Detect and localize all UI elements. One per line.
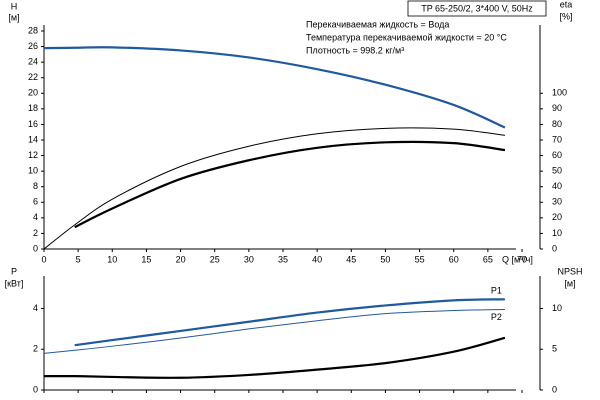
annotation: Перекачиваемая жидкость = Вода xyxy=(306,19,449,29)
y-tick-label: 4 xyxy=(33,212,38,222)
y-tick-label: 14 xyxy=(28,134,38,144)
y-tick-label: 6 xyxy=(33,197,38,207)
x-tick-label: 40 xyxy=(312,254,322,264)
x-tick-label: 10 xyxy=(107,254,117,264)
y2-label: eta xyxy=(560,0,573,9)
curve xyxy=(43,46,506,129)
title: TP 65-250/2, 3*400 V, 50Hz xyxy=(421,3,533,13)
y-tick-label: 0 xyxy=(33,243,38,253)
y2-tick-label: 20 xyxy=(552,212,562,222)
annotation: Плотность = 998.2 кг/м³ xyxy=(306,45,404,55)
x-tick-label: 35 xyxy=(278,254,288,264)
y2-tick-label: 70 xyxy=(552,134,562,144)
y-tick-label: 4 xyxy=(33,303,38,313)
y2-label: NPSH xyxy=(557,266,582,276)
curve xyxy=(74,140,506,229)
y2-tick-label: 60 xyxy=(552,150,562,160)
x-tick-label: 45 xyxy=(346,254,356,264)
curve xyxy=(43,127,505,250)
y2-tick-label: 100 xyxy=(552,88,567,98)
y-tick-label: 28 xyxy=(28,25,38,35)
x-tick-label: 20 xyxy=(176,254,186,264)
y2-unit: [%] xyxy=(559,11,572,21)
x-tick-label: 30 xyxy=(244,254,254,264)
x-tick-label: 0 xyxy=(41,254,46,264)
y-label: H xyxy=(11,1,18,11)
y-tick-label: 2 xyxy=(33,228,38,238)
y2-tick-label: 50 xyxy=(552,166,562,176)
x-tick-label: 55 xyxy=(415,254,425,264)
series-label: P1 xyxy=(491,286,502,296)
y-tick-label: 26 xyxy=(28,41,38,51)
x-tick-label: 65 xyxy=(483,254,493,264)
y2-tick-label: 10 xyxy=(552,228,562,238)
annotation: Температура перекачиваемой жидкости = 20… xyxy=(306,32,507,42)
y2-tick-label: 10 xyxy=(552,303,562,313)
x-tick-label: 60 xyxy=(449,254,459,264)
y2-tick-label: 0 xyxy=(552,243,557,253)
y-tick-label: 24 xyxy=(28,57,38,67)
curve xyxy=(43,309,505,354)
y2-unit: [м] xyxy=(564,278,575,288)
y-tick-label: 8 xyxy=(33,181,38,191)
y-tick-label: 0 xyxy=(33,384,38,394)
y2-tick-label: 0 xyxy=(552,384,557,394)
y-tick-label: 20 xyxy=(28,88,38,98)
x-tick-label: 70 xyxy=(517,254,527,264)
x-tick-label: 5 xyxy=(76,254,81,264)
x-tick-label: 15 xyxy=(141,254,151,264)
y-unit: [кВт] xyxy=(5,278,24,288)
y-label: P xyxy=(11,266,17,276)
curve xyxy=(74,298,505,347)
x-tick-label: 25 xyxy=(210,254,220,264)
y-tick-label: 18 xyxy=(28,103,38,113)
x-tick-label: 50 xyxy=(380,254,390,264)
y-tick-label: 2 xyxy=(33,344,38,354)
y2-tick-label: 40 xyxy=(552,181,562,191)
title-box xyxy=(407,0,547,17)
curve xyxy=(43,336,506,379)
y-unit: [м] xyxy=(8,12,19,22)
x-label: Q [м³/ч] xyxy=(502,254,533,264)
y-tick-label: 22 xyxy=(28,72,38,82)
y2-tick-label: 90 xyxy=(552,103,562,113)
y-tick-label: 12 xyxy=(28,150,38,160)
y2-tick-label: 5 xyxy=(552,344,557,354)
y2-tick-label: 30 xyxy=(552,197,562,207)
y2-tick-label: 80 xyxy=(552,119,562,129)
y-tick-label: 16 xyxy=(28,119,38,129)
series-label: P2 xyxy=(491,312,502,322)
y-tick-label: 10 xyxy=(28,166,38,176)
